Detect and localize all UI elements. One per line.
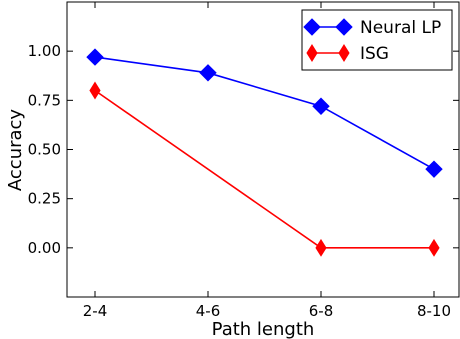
x-axis-label: Path length (212, 319, 315, 339)
y-axis: 0.00 0.25 0.50 0.75 1.00 (28, 42, 459, 257)
legend-item-neural-lp: Neural LP (303, 18, 441, 38)
y-tick-label: 0.25 (28, 190, 61, 208)
series-isg (89, 81, 440, 257)
series-layer (86, 48, 443, 257)
data-point-neural-lp (86, 48, 104, 66)
x-tick-label: 2-4 (83, 302, 108, 320)
y-tick-label: 0.75 (28, 91, 61, 109)
legend-marker (306, 44, 318, 62)
legend-marker (303, 18, 321, 36)
legend-label: ISG (360, 44, 389, 64)
data-point-isg (428, 238, 440, 257)
y-tick-label: 0.50 (28, 141, 61, 159)
data-point-isg (89, 81, 101, 100)
y-tick-label: 0.00 (28, 239, 61, 257)
y-axis-label: Accuracy (5, 109, 26, 192)
legend-label: Neural LP (360, 18, 441, 38)
x-tick-label: 6-8 (309, 302, 334, 320)
series-neural-lp (86, 48, 443, 178)
series-line-neural-lp (94, 56, 435, 170)
x-tick-label: 4-6 (196, 302, 221, 320)
x-axis: 2-4 4-6 6-8 8-10 (83, 2, 451, 320)
data-point-neural-lp (425, 160, 443, 178)
y-tick-label: 1.00 (28, 42, 61, 60)
legend-marker (338, 44, 350, 62)
legend: Neural LP ISG (301, 9, 453, 71)
legend-box (301, 9, 453, 71)
data-point-neural-lp (199, 64, 217, 82)
data-point-isg (315, 238, 327, 257)
x-tick-label: 8-10 (417, 302, 451, 320)
data-point-neural-lp (312, 97, 330, 115)
legend-marker (335, 18, 353, 36)
legend-item-isg: ISG (306, 44, 389, 64)
